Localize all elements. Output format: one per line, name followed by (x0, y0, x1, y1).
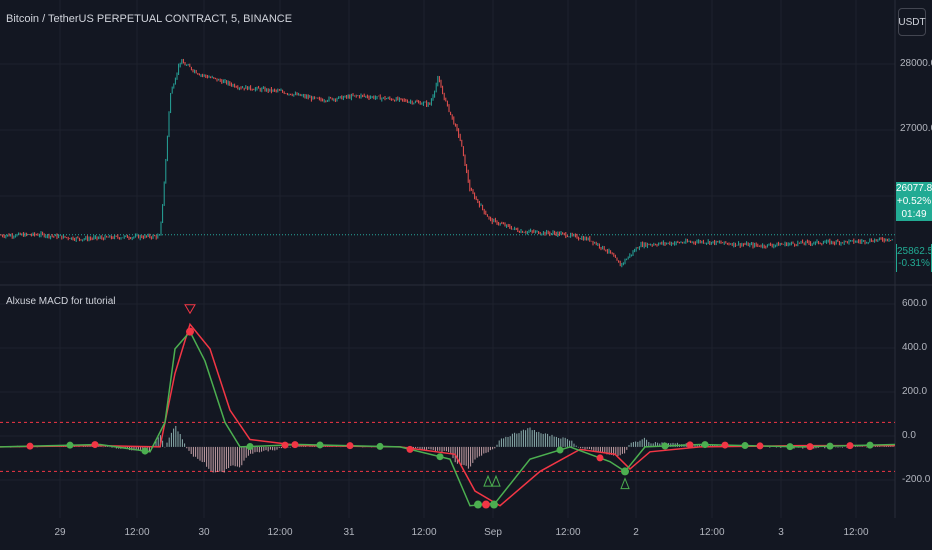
macd-tick-200: 200.0 (902, 386, 928, 397)
crossover-dot (866, 441, 874, 449)
price-tick-28000: 28000.0 (900, 58, 932, 69)
crossover-dot (846, 442, 854, 450)
crossover-dot (376, 442, 384, 450)
trough-dot (490, 500, 498, 509)
crossover-dot (91, 441, 99, 449)
crossover-dot (66, 441, 74, 449)
peak-dot (186, 327, 194, 336)
time-tick-1200-e: 12:00 (699, 527, 725, 538)
time-tick-2: 2 (633, 527, 639, 538)
indicator-title[interactable]: Alxuse MACD for tutorial (6, 296, 116, 307)
time-tick-30: 30 (198, 527, 210, 538)
crossover-dot (686, 441, 694, 449)
crossover-dot (701, 441, 709, 449)
time-tick-1200-d: 12:00 (555, 527, 581, 538)
macd-tick-400: 400.0 (902, 342, 928, 353)
crossover-dot (721, 441, 729, 449)
grid-lines (0, 0, 932, 518)
change-percent: +0.52% (896, 196, 932, 207)
price-plot (0, 58, 895, 268)
chart-title: Bitcoin / TetherUS PERPETUAL CONTRACT, 5… (6, 13, 293, 25)
secondary-price-tag: 25862.5 -0.31% (896, 244, 932, 272)
buy-triangle (491, 474, 501, 487)
time-tick-1200-f: 12:00 (843, 527, 869, 538)
bar-countdown: 01:49 (901, 209, 927, 220)
currency-button[interactable]: USDT (898, 8, 926, 36)
crossover-dot (596, 454, 604, 462)
time-tick-sep: Sep (484, 527, 502, 538)
crossover-dot (756, 442, 764, 450)
time-tick-3: 3 (778, 527, 784, 538)
sell-triangle (184, 304, 196, 315)
crossover-dot (281, 441, 289, 449)
trough-dot (482, 500, 490, 509)
macd-tick-0: 0.0 (902, 430, 916, 441)
secondary-price: 25862.5 (897, 246, 932, 257)
macd-plot (0, 304, 896, 509)
signal-line (0, 322, 895, 507)
crossover-dot (316, 441, 324, 449)
crossover-dot (26, 442, 34, 450)
macd-line (0, 330, 896, 507)
last-price-tag: 26077.8 +0.52% 01:49 (896, 182, 932, 221)
time-tick-1200-b: 12:00 (267, 527, 293, 538)
buy-triangle (620, 477, 630, 490)
time-tick-1200-a: 12:00 (124, 527, 150, 538)
crossover-dot (141, 447, 149, 455)
last-price: 26077.8 (896, 183, 932, 194)
time-tick-1200-c: 12:00 (411, 527, 437, 538)
crossover-dot (346, 442, 354, 450)
trough-dot (621, 467, 629, 476)
crossover-dot (436, 453, 444, 461)
crossover-dot (786, 443, 794, 451)
crossover-dot (661, 442, 669, 450)
macd-tick-neg200: -200.0 (902, 474, 931, 485)
crossover-dot (806, 443, 814, 451)
crossover-dot (246, 442, 254, 450)
trough-dot (474, 500, 482, 509)
macd-tick-600: 600.0 (902, 298, 928, 309)
crossover-dot (556, 446, 564, 454)
price-tick-27000: 27000.0 (900, 123, 932, 134)
buy-triangle (483, 474, 493, 487)
time-tick-31: 31 (343, 527, 355, 538)
crossover-dot (406, 445, 414, 453)
crossover-dot (291, 441, 299, 449)
secondary-percent: -0.31% (898, 258, 930, 269)
crossover-dot (826, 442, 834, 450)
time-tick-29: 29 (54, 527, 66, 538)
crossover-dot (741, 442, 749, 450)
